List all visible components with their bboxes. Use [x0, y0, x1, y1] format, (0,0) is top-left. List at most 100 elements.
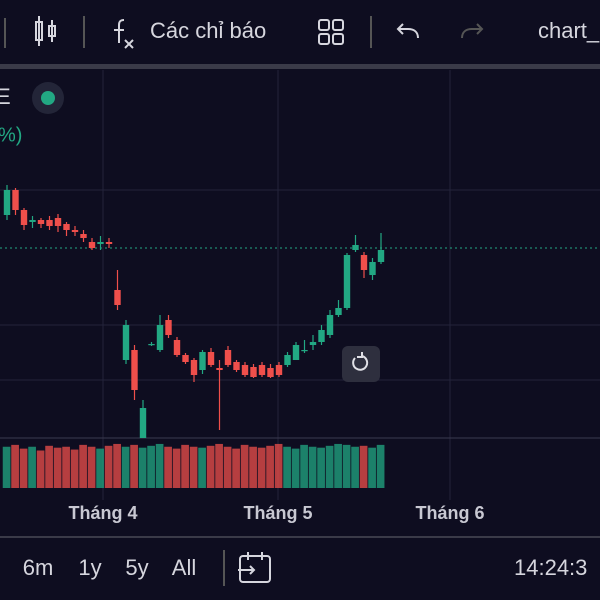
candle-body [326, 315, 334, 335]
candle-body [360, 255, 368, 270]
range-button[interactable]: 5y [125, 555, 148, 580]
layout-name[interactable]: chart_ [538, 18, 600, 43]
candle-body [284, 355, 291, 365]
candle-body [37, 220, 45, 224]
reset-button[interactable] [342, 346, 380, 382]
range-button[interactable]: 1y [78, 555, 101, 580]
range-button[interactable]: All [172, 555, 196, 580]
clock: 14:24:3 [514, 555, 587, 580]
toolbar [4, 16, 484, 49]
candle-body [207, 352, 215, 365]
volume-bar [104, 445, 113, 488]
grid [0, 70, 600, 500]
candle-body [114, 290, 121, 305]
candle-body [182, 355, 189, 362]
volume-bar [87, 446, 96, 488]
volume-bar [172, 448, 181, 488]
time-label: Tháng 6 [415, 503, 484, 523]
candle-body [20, 210, 28, 225]
candle-body [131, 350, 138, 390]
candle-body [63, 224, 70, 230]
candle-body [173, 340, 181, 355]
volume-bar [266, 445, 274, 488]
volume-bar [300, 444, 308, 488]
candle-body [292, 345, 300, 360]
redo-icon[interactable] [461, 23, 484, 39]
candle-body [190, 360, 198, 375]
range-button[interactable]: 6m [23, 555, 54, 580]
volume-bar [351, 446, 359, 488]
candle-body [165, 320, 172, 335]
volume-bar [2, 446, 11, 488]
volume-bar [62, 446, 70, 488]
candle-body [97, 242, 104, 244]
candle-body [318, 330, 325, 342]
candle-body [309, 342, 317, 345]
candle-body [46, 220, 53, 226]
volume-bar [96, 448, 104, 488]
volume-bar [215, 443, 223, 488]
candle-body [54, 218, 62, 226]
indicators-button[interactable]: Các chỉ báo [150, 18, 266, 43]
volume-bar [164, 446, 172, 488]
volume-bar [257, 447, 266, 488]
candle-body [352, 245, 359, 250]
candle-body [258, 365, 266, 375]
volume-bar [138, 447, 147, 488]
candle-body [216, 368, 223, 370]
candle-body [105, 242, 113, 244]
volume-bar [147, 445, 155, 488]
volume-bar [198, 447, 206, 488]
date-range-icon[interactable] [238, 552, 271, 583]
change: %) [0, 124, 22, 146]
volume-bar [359, 445, 368, 488]
volume-bar [249, 446, 257, 488]
volume-bar [206, 445, 215, 488]
candle-body [156, 325, 164, 350]
volume-bar [291, 448, 300, 488]
layouts-icon[interactable] [318, 19, 344, 45]
volume-bar [274, 443, 283, 488]
candles-icon[interactable] [35, 16, 56, 46]
time-label: Tháng 5 [243, 503, 312, 523]
undo-icon[interactable] [396, 23, 419, 39]
candle-body [343, 255, 351, 308]
volume-bar [368, 447, 376, 488]
candle-body [267, 368, 274, 377]
volume-bar [11, 444, 19, 488]
volume-bar [36, 450, 45, 488]
volume-bar [113, 443, 121, 488]
candle-body [241, 365, 249, 375]
volume-bar [79, 444, 87, 488]
candle-body [250, 367, 257, 377]
symbol: E [0, 84, 11, 109]
volume-bar [334, 443, 342, 488]
volume-bar [223, 446, 232, 488]
reset-icon [352, 352, 369, 371]
volume-bar [189, 446, 198, 488]
fx-icon[interactable] [114, 19, 134, 49]
candle-body [71, 230, 79, 232]
candle-body [369, 262, 376, 275]
volume-bar [232, 448, 240, 488]
plot [2, 185, 385, 488]
candle-body [377, 250, 385, 262]
time-label: Tháng 4 [68, 503, 137, 523]
candle-body [301, 350, 308, 352]
volume-bar [45, 445, 53, 488]
volume-bar [70, 449, 79, 488]
candle-body [199, 352, 206, 370]
volume-bar [181, 444, 189, 488]
volume-bar [317, 447, 325, 488]
candle-body [148, 344, 155, 346]
candle-body [88, 242, 96, 248]
volume-bar [53, 447, 62, 488]
candle-body [233, 362, 240, 370]
candle-body [275, 365, 283, 375]
volume-bar [130, 444, 138, 488]
volume-bar [376, 444, 385, 488]
volume-bar [19, 448, 28, 488]
candle-body [224, 350, 232, 365]
